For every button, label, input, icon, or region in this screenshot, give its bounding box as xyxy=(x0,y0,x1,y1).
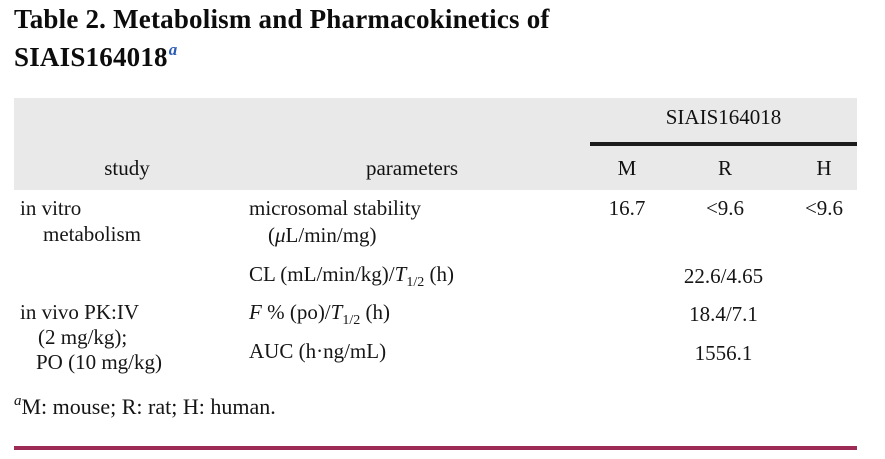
study-invivo-line3: PO (10 mg/kg) xyxy=(36,350,162,374)
mu-symbol: μ xyxy=(275,223,286,247)
column-header-m: M xyxy=(617,156,637,180)
study-invivo-line2: (2 mg/kg); xyxy=(38,325,128,349)
cl-t-subscript: 1/2 xyxy=(406,275,425,290)
param-cl-thalf: CL (mL/min/kg)/T1/2 (h) xyxy=(249,262,454,291)
study-invitro-line1: in vitro xyxy=(20,196,82,220)
column-header-r: R xyxy=(717,156,732,180)
footnote-text: M: mouse; R: rat; H: human. xyxy=(21,394,276,419)
study-invitro-line2: metabolism xyxy=(43,222,141,246)
f-t-italic: T xyxy=(330,300,343,324)
units-open-paren: ( xyxy=(268,223,275,247)
column-header-study: study xyxy=(104,156,150,180)
value-cl-thalf: 22.6/4.65 xyxy=(683,264,764,288)
value-microsomal-r: <9.6 xyxy=(705,196,745,220)
param-f-thalf: F % (po)/T1/2 (h) xyxy=(249,300,390,329)
param-microsomal-stability: microsomal stability xyxy=(249,196,422,220)
f-mid: % (po)/ xyxy=(261,300,331,324)
value-auc: 1556.1 xyxy=(694,341,753,365)
cl-pre: CL (mL/min/kg)/ xyxy=(249,262,395,286)
units-rest: L/min/mg) xyxy=(285,223,377,247)
value-microsomal-h: <9.6 xyxy=(804,196,844,220)
table-title-text2: SIAIS164018 xyxy=(14,42,168,72)
table-title-line1: Table 2. Metabolism and Pharmacokinetics… xyxy=(14,4,550,35)
f-t-subscript: 1/2 xyxy=(342,313,361,328)
cl-post: (h) xyxy=(424,262,454,286)
column-header-parameters: parameters xyxy=(365,156,459,180)
value-f-thalf: 18.4/7.1 xyxy=(689,302,758,326)
cl-t-italic: T xyxy=(394,262,407,286)
table-footnote: aM: mouse; R: rat; H: human. xyxy=(14,393,276,420)
param-auc: AUC (h·ng/mL) xyxy=(249,339,387,363)
value-microsomal-m: 16.7 xyxy=(608,196,646,220)
column-group-header: SIAIS164018 xyxy=(665,105,782,129)
f-post: (h) xyxy=(360,300,390,324)
title-footnote-marker: a xyxy=(168,40,178,59)
table-title-line2: SIAIS164018a xyxy=(14,40,177,73)
f-italic: F xyxy=(249,300,262,324)
column-header-h: H xyxy=(816,156,832,180)
param-microsomal-stability-units: (μL/min/mg) xyxy=(268,223,377,248)
footnote-marker: a xyxy=(14,393,22,409)
table-title-text1: Table 2. Metabolism and Pharmacokinetics… xyxy=(14,4,550,34)
column-group-rule xyxy=(590,142,857,146)
study-invivo-line1: in vivo PK:IV xyxy=(20,300,140,324)
bottom-divider-rule xyxy=(14,446,857,450)
